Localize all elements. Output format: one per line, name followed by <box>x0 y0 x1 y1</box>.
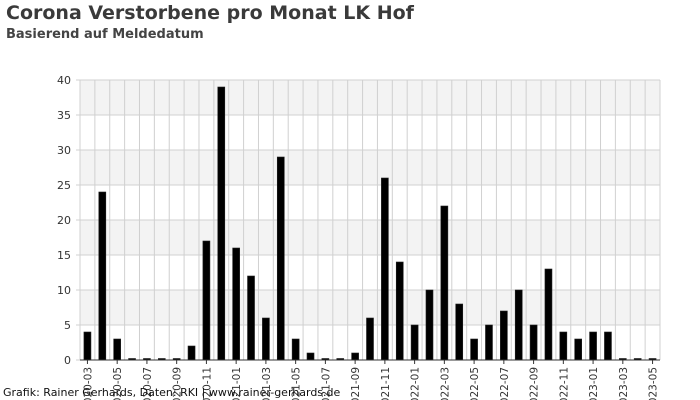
x-tick-label: 2023-01 <box>588 367 600 400</box>
bar-2020-12 <box>217 86 226 361</box>
y-tick-label: 35 <box>57 109 71 122</box>
x-tick-label: 2020-11 <box>201 367 213 400</box>
bar-2022-06 <box>485 324 493 361</box>
bar-2023-02 <box>604 331 612 361</box>
bar-2022-05 <box>470 338 478 361</box>
bar-2022-03 <box>440 205 449 361</box>
source-credit: Grafik: Rainer Gerhards, Daten: RKI | ww… <box>3 386 341 399</box>
bar-2021-12 <box>395 261 404 361</box>
plot-background-bands <box>80 80 660 325</box>
y-axis: 0 5 10 15 20 25 30 35 40 <box>57 74 71 367</box>
x-tick-label: 2023-03 <box>618 367 630 400</box>
chart-subtitle: Basierend auf Meldedatum <box>6 27 204 42</box>
x-tick-label: 2021-05 <box>291 367 303 400</box>
x-tick-label: 2021-11 <box>380 367 392 400</box>
x-tick-label: 2022-07 <box>499 367 511 400</box>
plot-band <box>80 220 660 255</box>
chart-title: Corona Verstorbene pro Monat LK Hof <box>6 2 414 24</box>
x-tick-label: 2022-09 <box>529 367 541 400</box>
bar-2022-08 <box>514 289 523 361</box>
x-tick-label: 2021-03 <box>261 367 273 400</box>
bar-2022-11 <box>559 331 568 361</box>
x-tick-label: 2022-03 <box>439 367 451 400</box>
x-tick-label: 2020-07 <box>142 367 154 400</box>
x-tick-label: 2022-05 <box>469 367 481 400</box>
bar-2022-01 <box>410 324 419 361</box>
y-tick-label: 30 <box>57 144 71 157</box>
bar-2021-03 <box>262 317 270 361</box>
bar-2021-10 <box>366 317 374 361</box>
x-tick-label: 2020-05 <box>112 367 124 400</box>
x-axis: 2020-03 2020-05 2020-07 2020-09 2020-11 2021-… <box>80 359 660 400</box>
bar-2020-04 <box>98 191 107 361</box>
x-tick-label: 2023-05 <box>648 367 660 400</box>
x-tick-label: 2020-09 <box>172 367 184 400</box>
x-tick-label: 2021-09 <box>350 367 362 400</box>
x-tick-label: 2020-03 <box>82 367 94 400</box>
bar-2022-10 <box>544 268 553 361</box>
y-tick-label: 25 <box>57 179 71 192</box>
bar-2021-04 <box>276 156 285 361</box>
bar-2022-09 <box>529 324 538 361</box>
bar-2021-11 <box>381 177 389 361</box>
bar-2022-07 <box>500 310 508 361</box>
y-tick-label: 0 <box>64 354 71 367</box>
bar-2023-01 <box>589 331 597 361</box>
bar-2021-01 <box>232 247 240 361</box>
bar-2020-03 <box>83 331 92 361</box>
bar-2021-09 <box>351 352 359 361</box>
y-tick-label: 15 <box>57 249 71 262</box>
plot-band <box>80 80 660 115</box>
x-tick-label: 2021-01 <box>231 367 243 400</box>
bar-2022-02 <box>425 289 434 361</box>
y-tick-label: 10 <box>57 284 71 297</box>
x-tick-label: 2022-11 <box>558 367 570 400</box>
bar-series <box>83 86 657 361</box>
bar-2022-12 <box>574 338 583 361</box>
x-tick-label: 2022-01 <box>410 367 422 400</box>
bar-2020-11 <box>202 240 211 361</box>
bar-2021-05 <box>291 338 300 361</box>
y-tick-label: 5 <box>64 319 71 332</box>
bar-2021-06 <box>306 352 315 361</box>
y-tick-label: 40 <box>57 74 71 87</box>
x-tick-label: 2021-07 <box>320 367 332 400</box>
plot-band <box>80 150 660 185</box>
bar-2020-10 <box>187 345 196 361</box>
y-tick-label: 20 <box>57 214 71 227</box>
bar-2020-05 <box>113 338 121 361</box>
bar-2021-02 <box>247 275 255 361</box>
bar-2022-04 <box>455 303 464 361</box>
